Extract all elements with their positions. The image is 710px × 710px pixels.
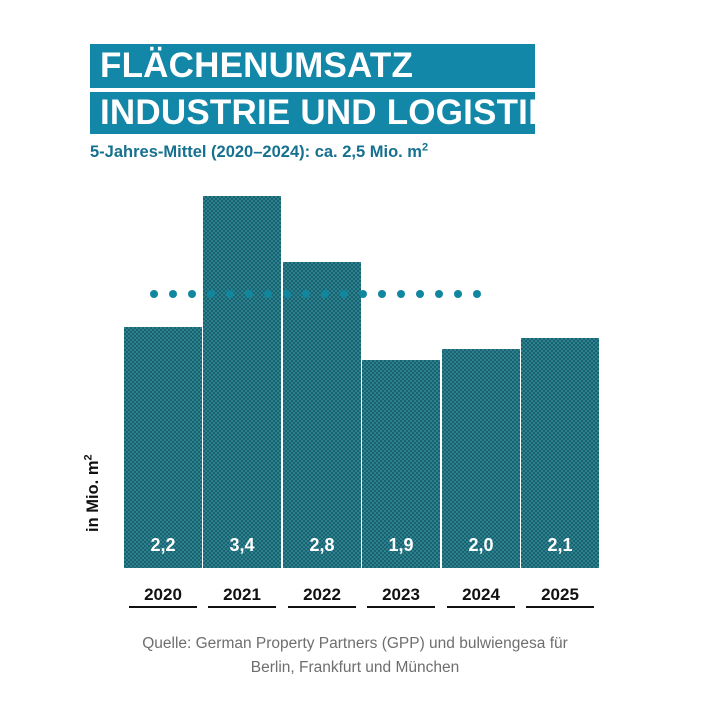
bar-value-2021: 3,4 [229, 535, 255, 555]
average-line-dot [226, 290, 234, 299]
average-line-dot [245, 290, 253, 299]
bar-2025 [521, 338, 599, 568]
average-line [150, 290, 481, 299]
average-line-dot [188, 290, 196, 299]
y-axis-label: in Mio. m2 [82, 402, 103, 533]
y-axis-label-superscript: 2 [82, 454, 95, 461]
bar-value-2022: 2,8 [309, 535, 335, 555]
average-line-dot [340, 290, 348, 299]
chart-subtitle-text: 5-Jahres-Mittel (2020–2024): ca. 2,5 Mio… [90, 143, 422, 161]
bar-value-2023: 1,9 [388, 535, 414, 555]
average-line-dot [169, 290, 177, 299]
bar-2023 [362, 360, 440, 568]
source-line-2: Berlin, Frankfurt und München [250, 659, 460, 676]
average-line-dot [359, 290, 367, 299]
average-line-dot [302, 290, 310, 299]
average-line-dot [283, 290, 291, 299]
x-axis-label-2023: 2023 [367, 585, 435, 608]
bar-value-2025: 2,1 [547, 535, 573, 555]
average-line-dot [416, 290, 424, 299]
average-line-dot [264, 290, 272, 299]
source-line-1: Quelle: German Property Partners (GPP) u… [142, 635, 568, 652]
average-line-dot [397, 290, 405, 299]
bar-2021 [203, 196, 281, 568]
bar-2020 [124, 327, 202, 568]
bar-value-2024: 2,0 [468, 535, 494, 555]
average-line-dot [454, 290, 462, 299]
average-line-dot [435, 290, 443, 299]
page-title-line2: INDUSTRIE UND LOGISTIK [90, 92, 535, 134]
x-axis-label-2024: 2024 [447, 585, 515, 608]
average-line-dot [207, 290, 215, 299]
source-note: Quelle: German Property Partners (GPP) u… [0, 632, 710, 680]
page-title-line1: FLÄCHENUMSATZ [90, 44, 535, 88]
y-axis-label-text: in Mio. m [84, 460, 102, 533]
x-axis-label-2020: 2020 [129, 585, 197, 608]
chart-header: FLÄCHENUMSATZ INDUSTRIE UND LOGISTIK [90, 44, 535, 134]
bar-value-2020: 2,2 [150, 535, 176, 555]
average-line-dot [150, 290, 158, 299]
average-line-dot [321, 290, 329, 299]
x-axis-label-2025: 2025 [526, 585, 594, 608]
chart-subtitle: 5-Jahres-Mittel (2020–2024): ca. 2,5 Mio… [90, 141, 429, 162]
x-axis-label-2021: 2021 [208, 585, 276, 608]
x-axis-label-2022: 2022 [288, 585, 356, 608]
average-line-dot [473, 290, 481, 299]
bar-2022 [283, 261, 361, 568]
chart-subtitle-superscript: 2 [421, 141, 429, 154]
average-line-dot [378, 290, 386, 299]
bar-2024 [442, 349, 520, 568]
